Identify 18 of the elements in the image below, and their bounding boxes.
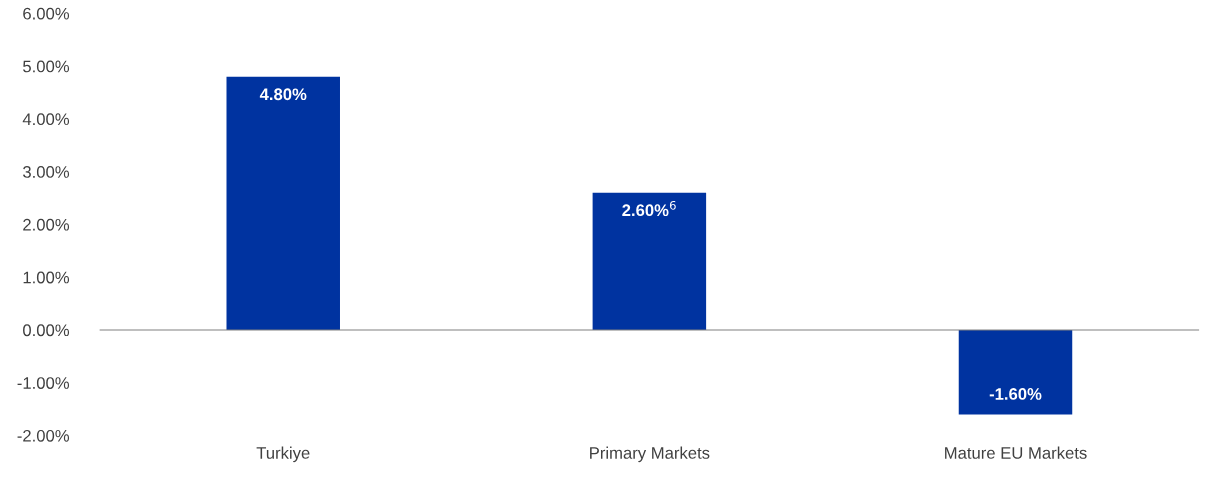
x-tick-label: Mature EU Markets bbox=[945, 446, 1087, 459]
y-tick-label: 0.00% bbox=[23, 324, 70, 337]
x-tick-label: Primary Markets bbox=[590, 446, 710, 463]
y-tick-label: 5.00% bbox=[23, 60, 70, 73]
y-tick-label: 3.00% bbox=[23, 166, 70, 178]
bar bbox=[226, 76, 340, 330]
x-tick-label: Turkiye bbox=[256, 446, 310, 463]
bar bbox=[958, 329, 1073, 415]
bar bbox=[592, 192, 707, 330]
y-tick-label: 2.00% bbox=[23, 218, 70, 231]
y-tick-label: 6.00% bbox=[23, 7, 70, 20]
data-label: -1.60% bbox=[989, 388, 1042, 400]
y-tick-label: 1.00% bbox=[23, 271, 70, 284]
data-label: 4.80% bbox=[259, 88, 307, 101]
data-label: 2.60%$^{6}$ bbox=[622, 200, 676, 217]
y-tick-label: -2.00% bbox=[17, 429, 70, 442]
y-tick-label: -1.00% bbox=[17, 377, 70, 389]
y-tick-label: 4.00% bbox=[22, 113, 70, 126]
